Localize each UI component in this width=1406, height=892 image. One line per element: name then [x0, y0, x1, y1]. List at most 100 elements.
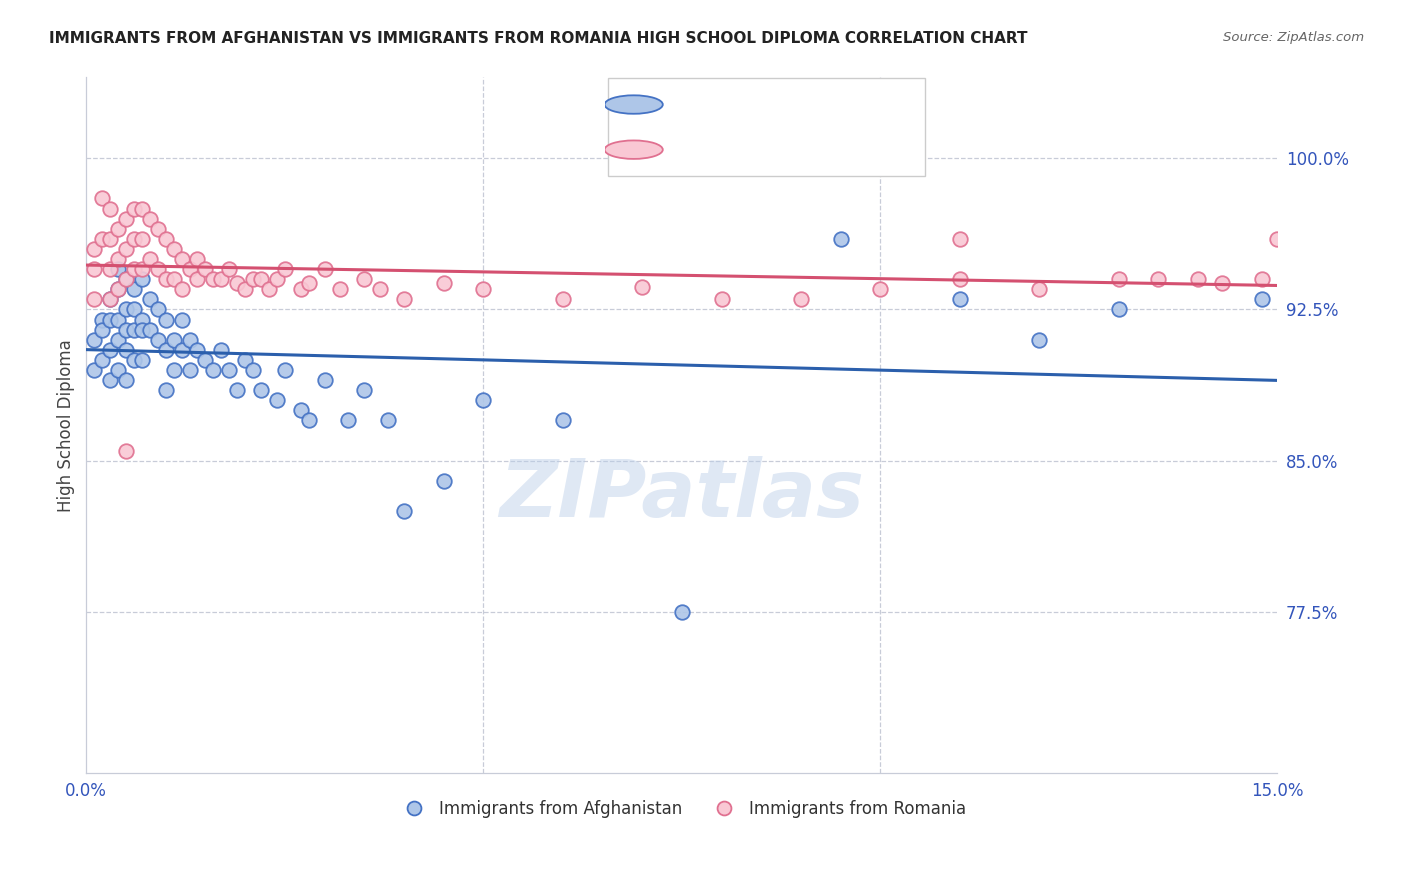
Point	[170, 252, 193, 266]
Point	[218, 363, 240, 377]
Point	[551, 413, 574, 427]
Point	[115, 302, 138, 317]
Point	[368, 282, 391, 296]
Point	[392, 504, 415, 518]
Point	[146, 302, 169, 317]
Point	[266, 272, 288, 286]
Text: 69: 69	[863, 141, 887, 159]
Point	[392, 293, 415, 307]
Point	[1211, 277, 1233, 291]
Point	[155, 383, 177, 397]
Point	[131, 312, 153, 326]
Point	[139, 252, 162, 266]
Point	[202, 272, 225, 286]
Point	[266, 393, 288, 408]
Point	[472, 393, 495, 408]
Point	[107, 252, 129, 266]
Point	[131, 262, 153, 277]
Point	[98, 373, 121, 387]
Point	[115, 343, 138, 357]
Point	[1108, 302, 1130, 317]
Point	[472, 282, 495, 296]
Point	[233, 282, 256, 296]
Point	[170, 343, 193, 357]
Point	[314, 373, 336, 387]
Point	[314, 262, 336, 277]
Point	[131, 272, 153, 286]
Point	[139, 211, 162, 226]
Point	[218, 262, 240, 277]
Point	[115, 211, 138, 226]
Point	[1250, 293, 1272, 307]
Point	[186, 252, 208, 266]
Circle shape	[605, 140, 662, 159]
Point	[122, 323, 145, 337]
Text: R =: R =	[672, 141, 710, 159]
Point	[91, 323, 114, 337]
Point	[122, 352, 145, 367]
Point	[146, 333, 169, 347]
Point	[155, 272, 177, 286]
Point	[170, 282, 193, 296]
Point	[98, 202, 121, 216]
Point	[155, 343, 177, 357]
Point	[869, 282, 891, 296]
Point	[122, 232, 145, 246]
Point	[91, 192, 114, 206]
Point	[209, 343, 232, 357]
Point	[298, 277, 321, 291]
Point	[98, 232, 121, 246]
Point	[131, 352, 153, 367]
Point	[98, 343, 121, 357]
Point	[377, 413, 399, 427]
Point	[1267, 232, 1289, 246]
Point	[186, 343, 208, 357]
Point	[202, 363, 225, 377]
Text: R =: R =	[672, 95, 710, 113]
Point	[139, 293, 162, 307]
Point	[671, 605, 693, 619]
Point	[107, 282, 129, 296]
Point	[98, 293, 121, 307]
Point	[115, 373, 138, 387]
Point	[226, 383, 249, 397]
Point	[242, 272, 264, 286]
Point	[274, 262, 297, 277]
Point	[107, 333, 129, 347]
Point	[790, 293, 813, 307]
Legend: Immigrants from Afghanistan, Immigrants from Romania: Immigrants from Afghanistan, Immigrants …	[391, 793, 973, 824]
Point	[83, 242, 105, 256]
Point	[1250, 272, 1272, 286]
Point	[115, 272, 138, 286]
Point	[139, 323, 162, 337]
Point	[433, 277, 456, 291]
Point	[122, 202, 145, 216]
Point	[353, 272, 375, 286]
Point	[226, 277, 249, 291]
Point	[115, 443, 138, 458]
Text: N =: N =	[799, 141, 848, 159]
Text: Source: ZipAtlas.com: Source: ZipAtlas.com	[1223, 31, 1364, 45]
Text: ZIPatlas: ZIPatlas	[499, 456, 865, 534]
Y-axis label: High School Diploma: High School Diploma	[58, 339, 75, 512]
Point	[155, 232, 177, 246]
Point	[179, 333, 201, 347]
Point	[163, 242, 186, 256]
Point	[1108, 272, 1130, 286]
Point	[83, 293, 105, 307]
Point	[155, 312, 177, 326]
Point	[107, 363, 129, 377]
Point	[250, 272, 273, 286]
Point	[1028, 333, 1050, 347]
Text: 67: 67	[863, 95, 887, 113]
Text: 0.046: 0.046	[724, 141, 792, 159]
Point	[209, 272, 232, 286]
Text: IMMIGRANTS FROM AFGHANISTAN VS IMMIGRANTS FROM ROMANIA HIGH SCHOOL DIPLOMA CORRE: IMMIGRANTS FROM AFGHANISTAN VS IMMIGRANT…	[49, 31, 1028, 46]
Point	[830, 232, 852, 246]
Point	[115, 242, 138, 256]
Point	[179, 363, 201, 377]
Point	[122, 302, 145, 317]
Point	[98, 293, 121, 307]
Point	[163, 363, 186, 377]
Point	[242, 363, 264, 377]
